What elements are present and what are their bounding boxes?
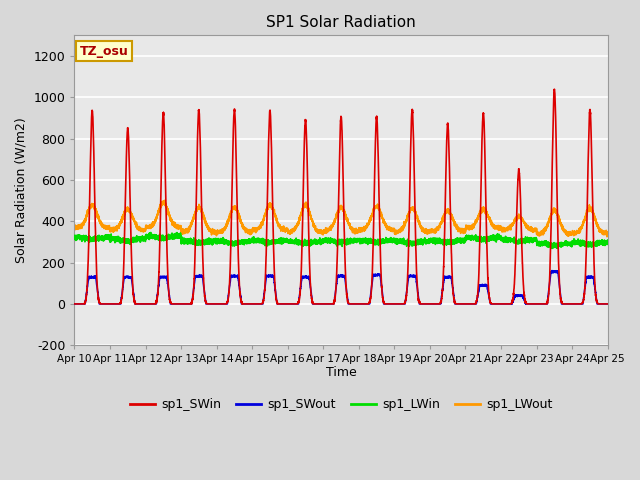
Y-axis label: Solar Radiation (W/m2): Solar Radiation (W/m2)	[15, 118, 28, 263]
Legend: sp1_SWin, sp1_SWout, sp1_LWin, sp1_LWout: sp1_SWin, sp1_SWout, sp1_LWin, sp1_LWout	[125, 394, 557, 417]
Title: SP1 Solar Radiation: SP1 Solar Radiation	[266, 15, 416, 30]
X-axis label: Time: Time	[326, 366, 356, 379]
Text: TZ_osu: TZ_osu	[80, 45, 129, 58]
